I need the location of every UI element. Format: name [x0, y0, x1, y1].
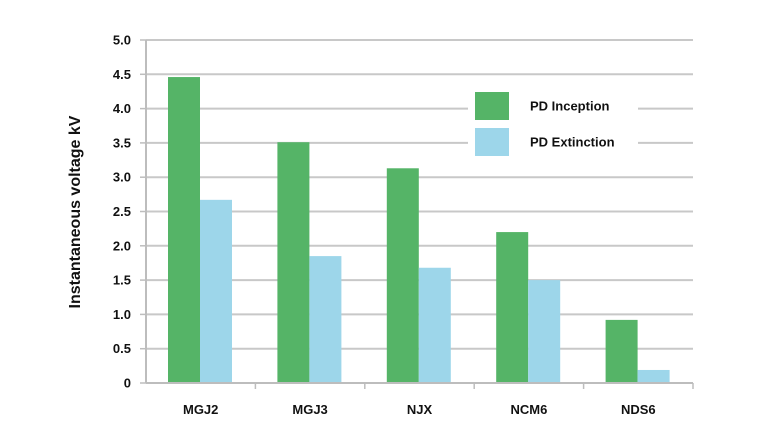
- bar-pd-extinction-nds6: [637, 369, 670, 383]
- y-tick-label: 3.0: [113, 170, 131, 185]
- y-tick-label: 5.0: [113, 33, 131, 48]
- axes: 0 0.5 1.0 1.5 2.0 2.5 3.0 3.5 4.0 4.5 5.0 MGJ2 MGJ3 N…: [113, 33, 694, 417]
- y-tick-label: 2.5: [113, 204, 131, 219]
- legend-label-pd-inception: PD Inception: [530, 99, 610, 114]
- bar-pd-inception-mgj2: [168, 77, 200, 383]
- y-tick-label: 1.0: [113, 307, 131, 322]
- y-tick-label: 2.0: [113, 238, 131, 253]
- x-tick-label: MGJ3: [292, 402, 327, 417]
- legend-swatch-pd-extinction: [475, 128, 509, 156]
- x-tick-label: NCM6: [510, 402, 547, 417]
- grid-lines: [146, 39, 693, 350]
- bar-pd-inception-nds6: [605, 319, 638, 383]
- x-tick-label: NDS6: [621, 402, 656, 417]
- bar-pd-inception-ncm6: [496, 232, 529, 383]
- bar-pd-inception-mgj3: [277, 142, 310, 383]
- bar-pd-extinction-ncm6: [528, 280, 561, 383]
- legend: PD Inception PD Extinction: [468, 88, 638, 156]
- y-tick-label: 0: [124, 376, 131, 391]
- bars: [168, 77, 670, 383]
- bar-pd-inception-njx: [386, 168, 419, 383]
- y-tick-label: 0.5: [113, 341, 131, 356]
- bar-pd-extinction-mgj2: [200, 199, 232, 383]
- bar-pd-extinction-njx: [418, 267, 451, 383]
- legend-swatch-pd-inception: [475, 92, 509, 120]
- bar-pd-extinction-mgj3: [309, 256, 342, 383]
- y-tick-label: 4.0: [113, 101, 131, 116]
- y-tick-label: 1.5: [113, 273, 131, 288]
- y-axis-label: Instantaneous voltage kV: [67, 115, 84, 308]
- x-tick-label: MGJ2: [183, 402, 218, 417]
- y-tick-label: 4.5: [113, 67, 131, 82]
- x-tick-label: NJX: [407, 402, 433, 417]
- legend-label-pd-extinction: PD Extinction: [530, 135, 615, 150]
- y-tick-label: 3.5: [113, 135, 131, 150]
